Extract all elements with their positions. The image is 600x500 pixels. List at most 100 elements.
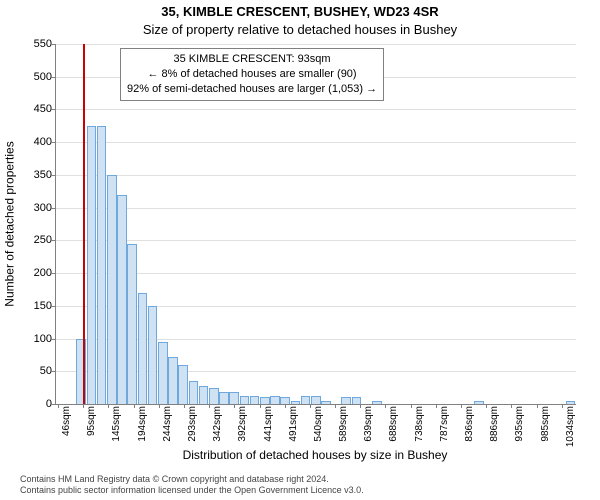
x-tick-label: 244sqm [162, 406, 173, 446]
histogram-bar [219, 392, 229, 404]
footer-line2: Contains public sector information licen… [20, 485, 364, 496]
info-box-line1: 35 KIMBLE CRESCENT: 93sqm [127, 52, 377, 67]
histogram-bar [127, 244, 137, 404]
y-tick-label: 150 [12, 300, 52, 312]
x-tick-mark [83, 404, 84, 408]
y-gridline [56, 175, 576, 176]
y-tick-label: 350 [12, 169, 52, 181]
y-tick-label: 400 [12, 136, 52, 148]
y-tick-label: 100 [12, 333, 52, 345]
x-tick-mark [209, 404, 210, 408]
y-tick-label: 0 [12, 398, 52, 410]
x-tick-mark [511, 404, 512, 408]
x-tick-mark [562, 404, 563, 408]
histogram-bar [138, 293, 148, 404]
histogram-bar [240, 396, 250, 404]
y-gridline [56, 240, 576, 241]
x-tick-label: 342sqm [212, 406, 223, 446]
x-tick-mark [385, 404, 386, 408]
chart-title-line1: 35, KIMBLE CRESCENT, BUSHEY, WD23 4SR [0, 4, 600, 19]
x-tick-mark [58, 404, 59, 408]
y-gridline [56, 44, 576, 45]
histogram-bar [189, 381, 199, 404]
x-tick-mark [537, 404, 538, 408]
info-box-line2: ← 8% of detached houses are smaller (90) [127, 67, 377, 82]
x-tick-label: 985sqm [540, 406, 551, 446]
footer-line1: Contains HM Land Registry data © Crown c… [20, 474, 364, 485]
histogram-bar [291, 401, 301, 404]
x-tick-mark [360, 404, 361, 408]
x-tick-label: 886sqm [489, 406, 500, 446]
histogram-bar [311, 396, 321, 404]
x-tick-label: 392sqm [237, 406, 248, 446]
property-marker-line [83, 44, 85, 404]
x-tick-mark [184, 404, 185, 408]
histogram-bar [250, 396, 260, 404]
x-axis-label: Distribution of detached houses by size … [55, 448, 575, 462]
y-axis-label: Number of detached properties [4, 44, 16, 404]
info-box-line3: 92% of semi-detached houses are larger (… [127, 82, 377, 97]
x-tick-mark [310, 404, 311, 408]
x-tick-mark [134, 404, 135, 408]
x-tick-label: 194sqm [137, 406, 148, 446]
y-tick-label: 250 [12, 234, 52, 246]
x-tick-label: 688sqm [388, 406, 399, 446]
x-tick-mark [486, 404, 487, 408]
x-tick-label: 145sqm [111, 406, 122, 446]
x-tick-label: 491sqm [288, 406, 299, 446]
histogram-bar [168, 357, 178, 404]
footer-attribution: Contains HM Land Registry data © Crown c… [20, 474, 364, 497]
y-gridline [56, 109, 576, 110]
histogram-bar [566, 401, 576, 404]
chart-title-line2: Size of property relative to detached ho… [0, 22, 600, 37]
x-tick-label: 441sqm [263, 406, 274, 446]
x-tick-mark [159, 404, 160, 408]
x-tick-mark [285, 404, 286, 408]
histogram-bar [301, 396, 311, 404]
y-gridline [56, 142, 576, 143]
x-tick-label: 1034sqm [565, 406, 576, 446]
x-tick-label: 46sqm [61, 406, 72, 446]
x-tick-mark [234, 404, 235, 408]
histogram-bar [372, 401, 382, 404]
histogram-bar [158, 342, 168, 404]
y-tick-label: 450 [12, 103, 52, 115]
y-tick-label: 550 [12, 38, 52, 50]
histogram-bar [97, 126, 107, 404]
histogram-bar [107, 175, 117, 404]
x-tick-label: 95sqm [86, 406, 97, 446]
x-tick-mark [461, 404, 462, 408]
histogram-bar [87, 126, 97, 404]
histogram-bar [341, 397, 351, 404]
x-tick-label: 293sqm [187, 406, 198, 446]
x-tick-label: 738sqm [414, 406, 425, 446]
x-tick-label: 540sqm [313, 406, 324, 446]
x-tick-label: 935sqm [514, 406, 525, 446]
histogram-bar [148, 306, 158, 404]
histogram-bar [209, 388, 219, 404]
x-tick-label: 589sqm [338, 406, 349, 446]
x-tick-label: 639sqm [363, 406, 374, 446]
histogram-bar [117, 195, 127, 404]
histogram-bar [321, 401, 331, 404]
x-tick-mark [411, 404, 412, 408]
info-box: 35 KIMBLE CRESCENT: 93sqm ← 8% of detach… [120, 48, 384, 101]
x-tick-mark [260, 404, 261, 408]
y-tick-label: 500 [12, 71, 52, 83]
histogram-bar [270, 396, 280, 404]
histogram-bar [474, 401, 484, 404]
chart-plot-area: 35 KIMBLE CRESCENT: 93sqm ← 8% of detach… [55, 44, 576, 405]
x-tick-mark [436, 404, 437, 408]
y-gridline [56, 208, 576, 209]
histogram-bar [199, 386, 209, 404]
y-tick-label: 200 [12, 267, 52, 279]
x-tick-label: 787sqm [439, 406, 450, 446]
histogram-bar [260, 397, 270, 404]
y-tick-label: 300 [12, 202, 52, 214]
histogram-bar [229, 392, 239, 404]
histogram-bar [178, 365, 188, 404]
x-tick-mark [335, 404, 336, 408]
y-tick-label: 50 [12, 365, 52, 377]
x-tick-label: 836sqm [464, 406, 475, 446]
x-tick-mark [108, 404, 109, 408]
